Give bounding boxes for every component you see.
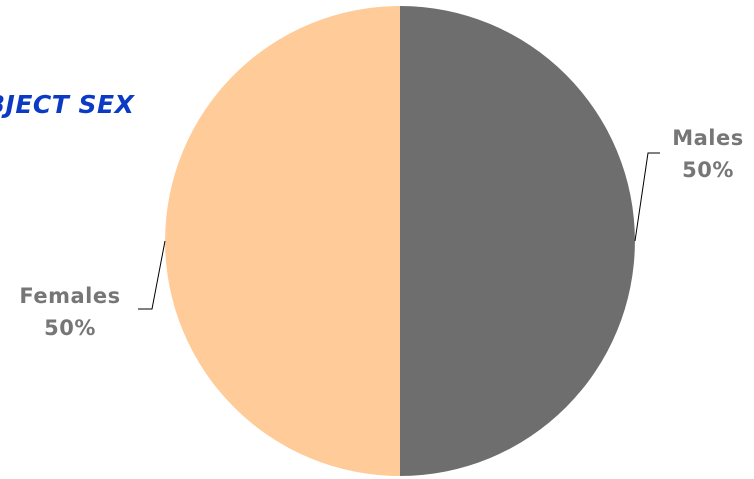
slice-labels: Males 50% Females 50% bbox=[19, 126, 743, 340]
pie-slice-females bbox=[165, 6, 400, 476]
chart-title: BJECT SEX bbox=[0, 90, 135, 119]
slice-percent-females: 50% bbox=[44, 316, 96, 340]
pie-slices bbox=[165, 6, 635, 476]
slice-label-females: Females bbox=[19, 284, 120, 308]
leader-line-males bbox=[634, 152, 660, 242]
slice-label-males: Males bbox=[672, 126, 744, 150]
slice-percent-males: 50% bbox=[682, 158, 734, 182]
leader-lines bbox=[138, 152, 660, 310]
pie-slice-males bbox=[400, 6, 635, 476]
leader-line-females bbox=[138, 240, 166, 310]
